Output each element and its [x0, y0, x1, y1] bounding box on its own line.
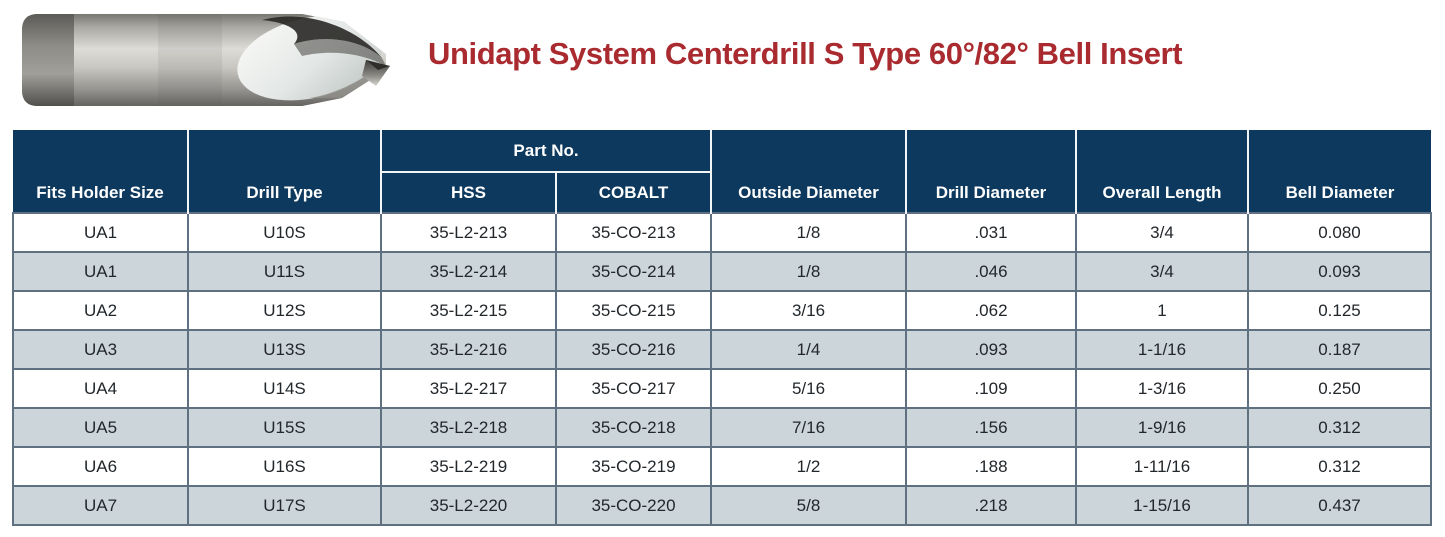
col-header-overall-length: Overall Length [1075, 130, 1248, 213]
table-row: UA3 U13S 35-L2-216 35-CO-216 1/4.093 1-1/16 0.… [12, 329, 1432, 370]
table-row: UA1 U10S 35-L2-213 35-CO-213 1/8.031 3/4 0.080 [12, 212, 1432, 253]
table-cell: U12S [187, 290, 382, 331]
table-cell: 0.125 [1247, 290, 1432, 331]
table-cell: 35-L2-218 [380, 407, 557, 448]
table-cell: 35-CO-215 [555, 290, 712, 331]
table-cell: 35-CO-217 [555, 368, 712, 409]
table-row: UA5 U15S 35-L2-218 35-CO-218 7/16.156 1-9/16 0… [12, 407, 1432, 448]
drill-bit-illustration [22, 14, 390, 106]
table-cell: 35-L2-219 [380, 446, 557, 487]
page-title: Unidapt System Centerdrill S Type 60°/82… [428, 36, 1183, 71]
col-header-fits-holder-size: Fits Holder Size [13, 130, 188, 213]
table-cell: UA5 [12, 407, 189, 448]
col-header-drill-diameter: Drill Diameter [905, 130, 1076, 213]
spec-table-body: UA1 U10S 35-L2-213 35-CO-213 1/8.031 3/4 0.080… [12, 212, 1432, 526]
table-cell: 35-L2-213 [380, 212, 557, 253]
table-cell: 7/16 [710, 407, 907, 448]
table-cell: 35-CO-218 [555, 407, 712, 448]
table-cell: .062 [905, 290, 1077, 331]
table-cell: 1/8 [710, 212, 907, 253]
table-cell: U17S [187, 485, 382, 526]
table-cell: .218 [905, 485, 1077, 526]
col-header-cobalt: COBALT [555, 172, 711, 213]
table-cell: UA6 [12, 446, 189, 487]
table-cell: UA2 [12, 290, 189, 331]
table-cell: UA7 [12, 485, 189, 526]
table-row: UA7 U17S 35-L2-220 35-CO-220 5/8.218 1-15/16 0… [12, 485, 1432, 526]
table-cell: 35-CO-219 [555, 446, 712, 487]
table-cell: 3/4 [1075, 212, 1249, 253]
table-cell: 35-CO-216 [555, 329, 712, 370]
table-cell: 5/8 [710, 485, 907, 526]
col-header-part-no-group: Part No. [380, 130, 711, 173]
table-cell: 0.312 [1247, 407, 1432, 448]
table-cell: 0.250 [1247, 368, 1432, 409]
table-cell: UA1 [12, 251, 189, 292]
table-cell: 35-L2-217 [380, 368, 557, 409]
table-cell: U11S [187, 251, 382, 292]
page-header: Unidapt System Centerdrill S Type 60°/82… [0, 0, 1445, 130]
table-cell: 35-L2-216 [380, 329, 557, 370]
table-row: UA4 U14S 35-L2-217 35-CO-217 5/16.109 1-3/16 0… [12, 368, 1432, 409]
table-cell: .156 [905, 407, 1077, 448]
col-header-drill-type: Drill Type [187, 130, 381, 213]
table-cell: 35-CO-220 [555, 485, 712, 526]
table-cell: .031 [905, 212, 1077, 253]
table-cell: 35-L2-215 [380, 290, 557, 331]
table-cell: U16S [187, 446, 382, 487]
table-cell: 1/8 [710, 251, 907, 292]
centerdrill-product-photo [10, 4, 390, 116]
table-cell: .046 [905, 251, 1077, 292]
table-cell: 1 [1075, 290, 1249, 331]
spec-table: Fits Holder Size Drill Type Part No. Out… [12, 130, 1432, 526]
table-cell: .109 [905, 368, 1077, 409]
table-cell: U10S [187, 212, 382, 253]
table-row: UA1 U11S 35-L2-214 35-CO-214 1/8.046 3/4 0.093 [12, 251, 1432, 292]
table-cell: U15S [187, 407, 382, 448]
table-cell: 1-1/16 [1075, 329, 1249, 370]
table-cell: 0.093 [1247, 251, 1432, 292]
table-cell: UA3 [12, 329, 189, 370]
table-cell: 35-L2-220 [380, 485, 557, 526]
table-cell: 35-CO-214 [555, 251, 712, 292]
table-row: UA2 U12S 35-L2-215 35-CO-215 3/16.062 1 0.125 [12, 290, 1432, 331]
table-cell: 3/4 [1075, 251, 1249, 292]
table-cell: 1-9/16 [1075, 407, 1249, 448]
table-cell: 1-3/16 [1075, 368, 1249, 409]
table-cell: 35-CO-213 [555, 212, 712, 253]
col-header-outside-diameter: Outside Diameter [710, 130, 906, 213]
spec-table-header: Fits Holder Size Drill Type Part No. Out… [13, 130, 1431, 213]
table-cell: 0.080 [1247, 212, 1432, 253]
table-cell: 5/16 [710, 368, 907, 409]
table-cell: UA1 [12, 212, 189, 253]
table-cell: U13S [187, 329, 382, 370]
table-cell: 1/2 [710, 446, 907, 487]
table-cell: U14S [187, 368, 382, 409]
table-cell: 1-11/16 [1075, 446, 1249, 487]
table-cell: 0.187 [1247, 329, 1432, 370]
table-cell: .188 [905, 446, 1077, 487]
table-cell: 3/16 [710, 290, 907, 331]
table-cell: 1/4 [710, 329, 907, 370]
col-header-bell-diameter: Bell Diameter [1247, 130, 1431, 213]
table-cell: 0.437 [1247, 485, 1432, 526]
table-row: UA6 U16S 35-L2-219 35-CO-219 1/2.188 1-11/16 0… [12, 446, 1432, 487]
col-header-hss: HSS [380, 172, 556, 213]
table-cell: 35-L2-214 [380, 251, 557, 292]
table-cell: 0.312 [1247, 446, 1432, 487]
table-cell: UA4 [12, 368, 189, 409]
table-cell: .093 [905, 329, 1077, 370]
table-cell: 1-15/16 [1075, 485, 1249, 526]
